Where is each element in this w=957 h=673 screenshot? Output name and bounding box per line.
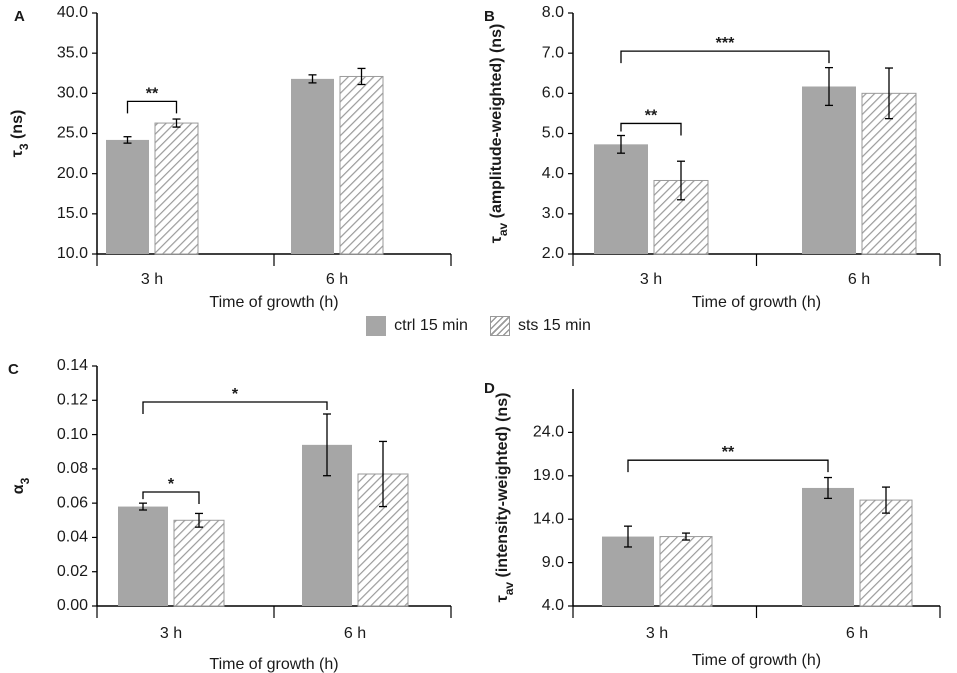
- bar-sts: [154, 122, 199, 255]
- y-axis-title: τav (amplitude-weighted) (ns): [488, 24, 510, 244]
- bar-sts: [339, 75, 384, 255]
- bar-sts: [173, 519, 225, 607]
- legend-item-ctrl: ctrl 15 min: [366, 316, 468, 336]
- y-tick-label: 25.0: [57, 125, 88, 142]
- y-tick-label: 0.08: [57, 460, 88, 477]
- legend-swatch-sts: [489, 316, 510, 336]
- y-tick-label: 2.0: [542, 245, 564, 262]
- y-tick-label: 4.0: [542, 597, 564, 614]
- bar-ctrl: [802, 86, 856, 254]
- y-tick-label: 40.0: [57, 4, 88, 21]
- significance-bracket: [142, 401, 328, 414]
- significance-bracket: [620, 50, 830, 64]
- x-category-label: 6 h: [846, 625, 868, 642]
- y-tick-label: 19.0: [533, 467, 564, 484]
- y-axis-title: τav (intensity-weighted) (ns): [494, 393, 516, 603]
- bar-ctrl: [594, 144, 648, 254]
- y-tick-label: 30.0: [57, 85, 88, 102]
- y-tick-label: 35.0: [57, 44, 88, 61]
- y-tick-label: 4.0: [542, 165, 564, 182]
- panel-c: C 0.00 0.02 0.04 0.06 0.08 0.10 0.12 0.14 3 h 6 h T…: [8, 357, 452, 673]
- x-category-label: 6 h: [344, 625, 366, 642]
- x-category-label: 3 h: [640, 271, 662, 288]
- panel-b: B 2.0 3.0 4.0 5.0 6.0 7.0 8.0 3 h 6 h Time of grow…: [484, 4, 941, 311]
- y-axis-title-suffix: (ns): [9, 110, 26, 144]
- bar-ctrl: [106, 139, 149, 254]
- significance-bracket: [142, 491, 200, 504]
- y-axis-title-main: τ: [9, 150, 26, 157]
- y-axis-title-main: τ: [488, 236, 505, 243]
- significance-label: *: [168, 476, 175, 493]
- legend-label-ctrl: ctrl 15 min: [394, 317, 468, 334]
- y-tick-label: 24.0: [533, 424, 564, 441]
- y-axis-title-main: α: [10, 484, 27, 494]
- panel-letter: A: [14, 8, 25, 25]
- y-axis-title-sub: 3: [18, 477, 32, 484]
- y-tick-label: 0.10: [57, 426, 88, 443]
- y-tick-label: 6.0: [542, 85, 564, 102]
- panel-letter: B: [484, 8, 495, 25]
- y-axis-title-suffix: (amplitude-weighted) (ns): [488, 24, 505, 223]
- x-category-label: 3 h: [141, 271, 163, 288]
- y-tick-label: 0.06: [57, 494, 88, 511]
- y-tick-label: 0.00: [57, 597, 88, 614]
- y-tick-label: 0.04: [57, 529, 88, 546]
- y-tick-label: 9.0: [542, 554, 564, 571]
- x-axis-title: Time of growth (h): [692, 294, 821, 311]
- bar-sts: [859, 499, 913, 607]
- y-tick-label: 15.0: [57, 205, 88, 222]
- y-tick-label: 0.12: [57, 392, 88, 409]
- significance-bracket: [627, 459, 829, 473]
- panel-a: A 10.0 15.0 20.0 25.0 30.0 35.0 40.0 3 h 6 h Time …: [9, 4, 452, 311]
- significance-label: **: [645, 107, 658, 124]
- y-tick-label: 5.0: [542, 125, 564, 142]
- panel-letter: C: [8, 361, 19, 378]
- panel-d: D 4.0 9.0 14.0 19.0 24.0 3 h 6 h Time of growth …: [484, 380, 941, 669]
- bar-ctrl: [802, 487, 854, 606]
- y-tick-label: 3.0: [542, 205, 564, 222]
- significance-label: ***: [716, 35, 735, 52]
- bar-sts: [861, 92, 917, 255]
- significance-label: *: [232, 386, 239, 403]
- x-category-label: 3 h: [646, 625, 668, 642]
- legend-swatch-ctrl: [366, 316, 387, 336]
- y-axis-title-sub: av: [502, 582, 516, 596]
- y-tick-label: 20.0: [57, 165, 88, 182]
- y-axis-title: τ3 (ns): [9, 110, 31, 158]
- y-axis-title-sub: av: [496, 222, 510, 236]
- bar-ctrl: [291, 78, 334, 254]
- x-category-label: 6 h: [848, 271, 870, 288]
- significance-bracket: [126, 100, 178, 114]
- x-axis-title: Time of growth (h): [692, 652, 821, 669]
- legend-label-sts: sts 15 min: [517, 317, 591, 334]
- significance-label: **: [722, 444, 735, 461]
- significance-label: **: [146, 85, 159, 102]
- y-tick-label: 8.0: [542, 4, 564, 21]
- bar-ctrl: [602, 536, 654, 606]
- legend: ctrl 15 min sts 15 min: [0, 313, 957, 339]
- y-tick-label: 0.14: [57, 357, 88, 374]
- x-category-label: 3 h: [160, 625, 182, 642]
- bar-sts: [659, 536, 713, 607]
- x-category-label: 6 h: [326, 271, 348, 288]
- x-axis-title: Time of growth (h): [209, 294, 338, 311]
- bar-ctrl: [118, 506, 168, 606]
- panel-letter: D: [484, 380, 495, 397]
- y-axis-title-main: τ: [494, 595, 511, 602]
- y-tick-label: 7.0: [542, 44, 564, 61]
- x-axis-title: Time of growth (h): [209, 656, 338, 673]
- legend-item-sts: sts 15 min: [489, 316, 591, 336]
- y-tick-label: 14.0: [533, 510, 564, 527]
- y-axis-title-sub: 3: [17, 143, 31, 150]
- y-axis-title: α3: [10, 477, 32, 494]
- y-tick-label: 10.0: [57, 245, 88, 262]
- significance-bracket: [620, 122, 682, 136]
- y-axis-title-suffix: (intensity-weighted) (ns): [494, 393, 511, 582]
- y-tick-label: 0.02: [57, 563, 88, 580]
